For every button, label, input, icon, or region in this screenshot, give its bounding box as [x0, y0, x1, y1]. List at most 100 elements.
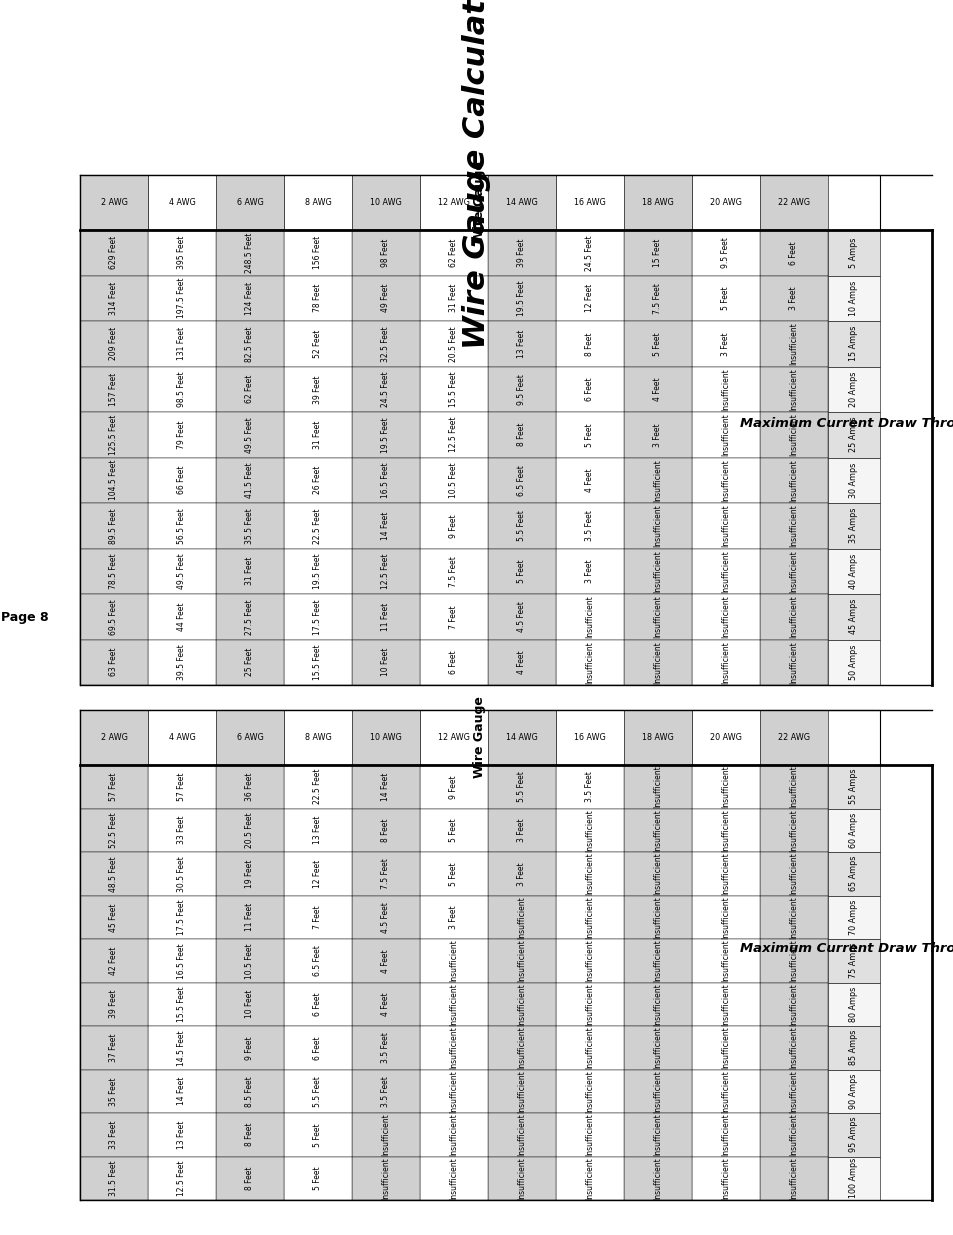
Text: Insufficient: Insufficient: [720, 852, 730, 895]
Bar: [556, 1113, 623, 1156]
Bar: [760, 321, 827, 367]
Text: 69.5 Feet: 69.5 Feet: [110, 599, 118, 635]
Bar: [760, 809, 827, 852]
Text: 12 AWG: 12 AWG: [437, 198, 470, 207]
Text: 12.5 Feet: 12.5 Feet: [177, 1161, 186, 1195]
Bar: [80, 412, 148, 457]
Text: Insufficient: Insufficient: [517, 1026, 526, 1070]
Text: Insufficient: Insufficient: [789, 550, 798, 593]
Text: 125.5 Feet: 125.5 Feet: [110, 415, 118, 454]
Text: 85 Amps: 85 Amps: [848, 1030, 858, 1066]
Bar: [80, 895, 148, 939]
Text: 8 AWG: 8 AWG: [304, 198, 331, 207]
Bar: [215, 1070, 284, 1113]
Text: Insufficient: Insufficient: [585, 1026, 594, 1070]
Text: 89.5 Feet: 89.5 Feet: [110, 508, 118, 543]
Text: 16.5 Feet: 16.5 Feet: [381, 462, 390, 498]
Bar: [352, 809, 419, 852]
Text: 8 Feet: 8 Feet: [245, 1123, 254, 1146]
Bar: [760, 412, 827, 457]
Bar: [352, 764, 419, 809]
Text: 3 Feet: 3 Feet: [789, 287, 798, 310]
Text: 63 Feet: 63 Feet: [110, 648, 118, 677]
Text: Insufficient: Insufficient: [653, 1157, 661, 1199]
Bar: [148, 1156, 215, 1200]
Text: 4 Feet: 4 Feet: [653, 378, 661, 401]
Text: Insufficient: Insufficient: [585, 1157, 594, 1199]
Bar: [215, 367, 284, 412]
Text: Insufficient: Insufficient: [449, 983, 458, 1025]
Bar: [556, 457, 623, 503]
Text: 156 Feet: 156 Feet: [314, 236, 322, 269]
Text: 9.5 Feet: 9.5 Feet: [517, 374, 526, 405]
Bar: [623, 1113, 691, 1156]
Bar: [352, 230, 419, 275]
Bar: [556, 983, 623, 1026]
Bar: [760, 230, 827, 275]
Bar: [148, 983, 215, 1026]
Bar: [556, 939, 623, 983]
Text: 60 Amps: 60 Amps: [848, 813, 858, 848]
Bar: [827, 457, 879, 503]
Text: Insufficient: Insufficient: [653, 940, 661, 982]
Text: 15.5 Feet: 15.5 Feet: [177, 987, 186, 1023]
Bar: [623, 809, 691, 852]
Bar: [148, 321, 215, 367]
Text: 6 Feet: 6 Feet: [314, 993, 322, 1016]
Text: Insufficient: Insufficient: [720, 504, 730, 547]
Bar: [352, 640, 419, 685]
Text: 3 Feet: 3 Feet: [720, 332, 730, 356]
Text: 5.5 Feet: 5.5 Feet: [314, 1076, 322, 1107]
Bar: [352, 457, 419, 503]
Text: Insufficient: Insufficient: [789, 1157, 798, 1199]
Text: 15.5 Feet: 15.5 Feet: [449, 372, 458, 408]
Bar: [419, 503, 488, 548]
Bar: [80, 503, 148, 548]
Text: 55 Amps: 55 Amps: [848, 769, 858, 804]
Bar: [284, 895, 352, 939]
Bar: [488, 983, 556, 1026]
Bar: [352, 594, 419, 640]
Text: 15 Feet: 15 Feet: [653, 238, 661, 267]
Bar: [556, 412, 623, 457]
Text: 22 AWG: 22 AWG: [778, 734, 809, 742]
Bar: [488, 1156, 556, 1200]
Bar: [419, 640, 488, 685]
Text: Insufficient: Insufficient: [789, 641, 798, 684]
Text: 20 AWG: 20 AWG: [709, 198, 741, 207]
Text: 3 Feet: 3 Feet: [653, 422, 661, 447]
Bar: [284, 594, 352, 640]
Text: Insufficient: Insufficient: [720, 459, 730, 501]
Text: Insufficient: Insufficient: [653, 1026, 661, 1070]
Text: Insufficient: Insufficient: [653, 595, 661, 638]
Bar: [556, 764, 623, 809]
Bar: [284, 710, 352, 764]
Bar: [556, 710, 623, 764]
Text: Insufficient: Insufficient: [789, 983, 798, 1025]
Bar: [215, 594, 284, 640]
Bar: [284, 1156, 352, 1200]
Text: 15.5 Feet: 15.5 Feet: [314, 645, 322, 680]
Text: 6 Feet: 6 Feet: [449, 651, 458, 674]
Text: 31 Feet: 31 Feet: [245, 557, 254, 585]
Text: Insufficient: Insufficient: [585, 641, 594, 684]
Text: 5 Feet: 5 Feet: [449, 862, 458, 885]
Text: 5 Feet: 5 Feet: [314, 1166, 322, 1191]
Text: 395 Feet: 395 Feet: [177, 236, 186, 269]
Text: Insufficient: Insufficient: [789, 595, 798, 638]
Text: 6 Feet: 6 Feet: [789, 241, 798, 264]
Bar: [827, 1113, 879, 1156]
Bar: [488, 548, 556, 594]
Bar: [623, 321, 691, 367]
Text: 66 Feet: 66 Feet: [177, 466, 186, 494]
Bar: [80, 1156, 148, 1200]
Text: 8 Feet: 8 Feet: [381, 819, 390, 842]
Bar: [691, 895, 760, 939]
Bar: [488, 640, 556, 685]
Bar: [352, 1113, 419, 1156]
Bar: [80, 640, 148, 685]
Text: 31 Feet: 31 Feet: [314, 421, 322, 450]
Text: Insufficient: Insufficient: [720, 595, 730, 638]
Bar: [80, 809, 148, 852]
Text: 4 Feet: 4 Feet: [381, 993, 390, 1016]
